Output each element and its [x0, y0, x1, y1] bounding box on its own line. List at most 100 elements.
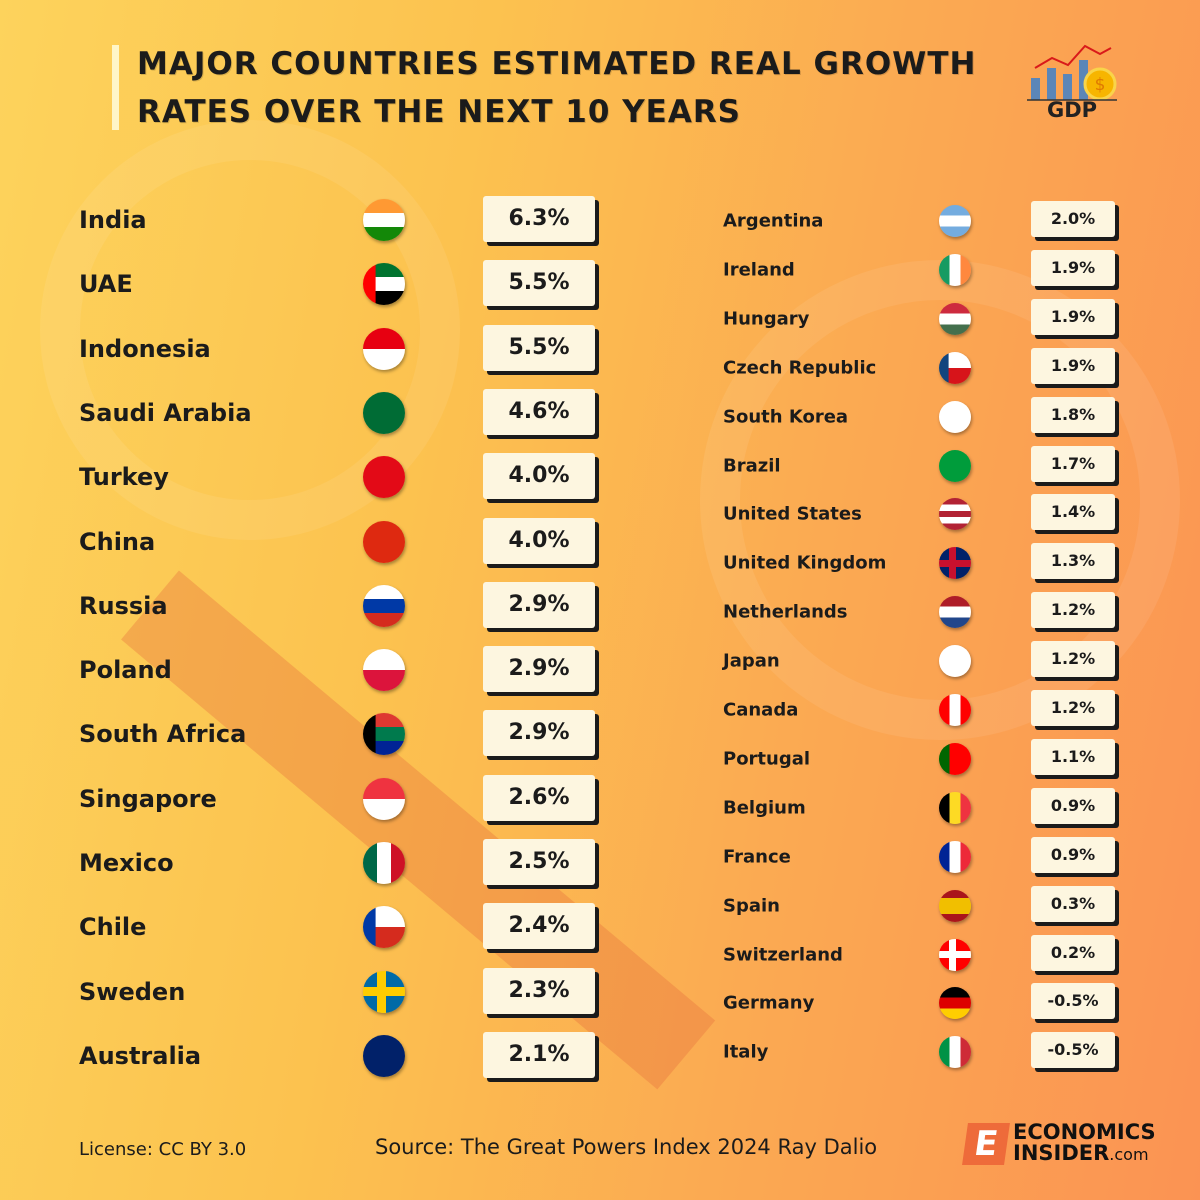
- page-title: MAJOR COUNTRIES ESTIMATED REAL GROWTH RA…: [137, 46, 977, 130]
- country-name: UAE: [79, 270, 133, 299]
- growth-value: 2.5%: [483, 839, 595, 885]
- country-flag-icon: [939, 400, 971, 433]
- growth-value: 0.3%: [1031, 885, 1115, 922]
- country-name: Switzerland: [723, 944, 843, 965]
- growth-value: 1.9%: [1031, 298, 1115, 335]
- growth-value: 1.3%: [1031, 543, 1115, 580]
- country-flag-icon: [939, 938, 971, 971]
- growth-value: 1.8%: [1031, 396, 1115, 433]
- country-flag-icon: [363, 842, 405, 884]
- country-name: Sweden: [79, 977, 186, 1006]
- gdp-chart-coin-icon: $ GDP: [1025, 38, 1125, 123]
- growth-value: 1.1%: [1031, 738, 1115, 775]
- country-name: Chile: [79, 913, 147, 942]
- country-flag-icon: [939, 253, 971, 286]
- growth-value: 1.9%: [1031, 347, 1115, 384]
- country-name: China: [79, 527, 156, 556]
- country-flag-icon: [363, 713, 405, 756]
- country-flag-icon: [363, 263, 405, 306]
- country-flag-icon: [363, 520, 405, 563]
- country-name: Portugal: [723, 748, 811, 770]
- growth-value: 2.9%: [483, 581, 595, 628]
- country-name: Argentina: [723, 210, 824, 232]
- growth-value: 4.0%: [483, 517, 595, 564]
- gdp-label: GDP: [1047, 98, 1098, 122]
- country-name: Saudi Arabia: [79, 398, 252, 427]
- country-name: South Korea: [723, 406, 849, 428]
- country-name: Canada: [723, 699, 799, 721]
- growth-value: 4.6%: [483, 388, 595, 435]
- country-flag-icon: [939, 449, 971, 482]
- country-name: Czech Republic: [723, 357, 877, 379]
- growth-value: 2.3%: [483, 967, 595, 1014]
- growth-value: 2.9%: [483, 710, 595, 757]
- country-flag-icon: [363, 199, 405, 241]
- country-name: Ireland: [723, 259, 795, 281]
- logo-line2: INSIDER: [1013, 1141, 1110, 1165]
- country-flag-icon: [363, 391, 405, 434]
- country-flag-icon: [939, 547, 971, 580]
- growth-value: 2.1%: [483, 1031, 595, 1078]
- title-accent-bar: [112, 45, 119, 130]
- country-name: Spain: [723, 895, 780, 917]
- country-name: Germany: [723, 992, 815, 1014]
- country-flag-icon: [363, 327, 405, 370]
- growth-value: 1.9%: [1031, 249, 1115, 286]
- growth-value: 2.6%: [483, 774, 595, 821]
- country-flag-icon: [363, 456, 405, 499]
- country-flag-icon: [939, 1036, 971, 1069]
- country-name: Japan: [723, 650, 780, 672]
- country-flag-icon: [939, 840, 971, 873]
- country-name: Mexico: [79, 849, 174, 877]
- growth-value: 1.2%: [1031, 641, 1115, 678]
- growth-value: 2.9%: [483, 646, 595, 693]
- country-flag-icon: [939, 742, 971, 775]
- country-flag-icon: [939, 889, 971, 922]
- country-flag-icon: [939, 498, 971, 531]
- country-name: Brazil: [723, 455, 781, 476]
- country-name: Hungary: [723, 308, 810, 330]
- background-arrow-decoration: [121, 570, 716, 1090]
- growth-value: 4.0%: [483, 453, 595, 500]
- country-flag-icon: [363, 649, 405, 692]
- country-name: Indonesia: [79, 334, 211, 363]
- growth-value: -0.5%: [1031, 1032, 1115, 1069]
- growth-value: 0.9%: [1031, 836, 1115, 873]
- growth-value: 5.5%: [483, 324, 595, 371]
- country-flag-icon: [939, 302, 971, 335]
- country-name: Netherlands: [723, 601, 848, 623]
- country-flag-icon: [939, 645, 971, 678]
- source-text: Source: The Great Powers Index 2024 Ray …: [375, 1135, 878, 1159]
- logo-suffix: .com: [1109, 1145, 1149, 1164]
- country-name: India: [79, 206, 147, 234]
- license-text: License: CC BY 3.0: [79, 1139, 247, 1160]
- country-name: Russia: [79, 591, 168, 620]
- country-name: Poland: [79, 656, 172, 685]
- country-flag-icon: [363, 906, 405, 949]
- country-flag-icon: [363, 1034, 405, 1077]
- country-flag-icon: [939, 987, 971, 1020]
- country-name: Italy: [723, 1041, 769, 1063]
- growth-value: 1.2%: [1031, 690, 1115, 726]
- country-flag-icon: [939, 205, 971, 237]
- svg-text:$: $: [1095, 75, 1106, 95]
- growth-value: 2.0%: [1031, 201, 1115, 237]
- growth-value: 6.3%: [483, 196, 595, 242]
- growth-value: -0.5%: [1031, 983, 1115, 1020]
- country-flag-icon: [363, 777, 405, 820]
- economics-insider-logo: E ECONOMICS INSIDER.com: [962, 1122, 1156, 1165]
- growth-value: 1.4%: [1031, 494, 1115, 531]
- country-name: Singapore: [79, 784, 217, 813]
- growth-value: 2.4%: [483, 903, 595, 950]
- country-name: Belgium: [723, 797, 806, 819]
- growth-value: 1.2%: [1031, 592, 1115, 629]
- country-flag-icon: [363, 584, 405, 627]
- growth-value: 5.5%: [483, 260, 595, 307]
- country-flag-icon: [363, 970, 405, 1013]
- country-flag-icon: [939, 694, 971, 726]
- country-name: Turkey: [79, 463, 169, 492]
- growth-value: 0.9%: [1031, 787, 1115, 824]
- country-name: France: [723, 846, 791, 868]
- country-name: South Africa: [79, 720, 247, 749]
- growth-value: 1.7%: [1031, 445, 1115, 482]
